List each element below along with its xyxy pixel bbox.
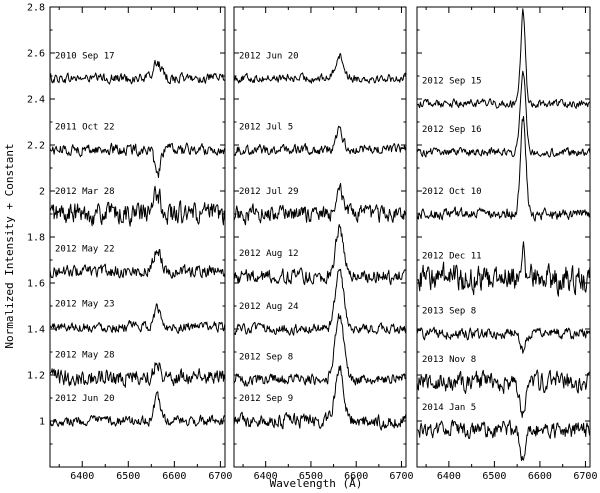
spectrum-date-label: 2012 Jul 5 [239,123,293,133]
x-tick-label: 6400 [254,471,278,482]
x-tick-label: 6700 [208,471,232,482]
spectrum-date-label: 2012 Jun 20 [55,394,115,404]
y-tick-label: 1.4 [27,325,45,336]
spectrum-line [49,185,226,227]
spectrum-line [233,125,407,156]
x-tick-label: 6700 [389,471,413,482]
spectrum-line [49,362,226,388]
spectrum-date-label: 2013 Nov 8 [422,355,476,365]
y-tick-label: 2.4 [27,95,45,106]
y-axis-label: Normalized Intensity + Constant [3,143,16,348]
spectrum-line [416,70,591,158]
spectrum-date-label: 2012 Sep 15 [422,77,482,87]
spectrum-date-label: 2012 Jun 20 [239,51,299,61]
spectrum-line [416,326,591,354]
panels-layer: 6400 6500 6600 6700 1 1.2 1.4 1.6 1.8 2 2.2 2.4 2.6 2… [27,3,598,483]
x-tick-label: 6600 [528,471,552,482]
spectrum-date-label: 2012 Aug 24 [239,302,299,312]
spectrum-date-label: 2010 Sep 17 [55,51,115,61]
panel-2: 6400 6500 6600 6700 2012 Jun 20 2012 Jul 5 201… [233,6,414,482]
x-tick-label: 6600 [162,471,186,482]
y-tick-label: 2.8 [27,3,45,14]
x-tick-label: 6500 [299,471,323,482]
spectrum-line [416,369,591,418]
spectrum-date-label: 2012 May 22 [55,245,115,255]
spectrum-date-label: 2012 Dec 11 [422,251,482,261]
panel-1: 6400 6500 6600 6700 1 1.2 1.4 1.6 1.8 2 2.2 2.4 2.6 2… [27,3,233,483]
spectrum-line [49,142,226,178]
y-tick-label: 2.6 [27,49,45,60]
x-tick-label: 6400 [437,471,461,482]
y-tick-label: 2 [39,187,45,198]
spectrum-line [416,419,591,462]
spectrum-date-label: 2013 Sep 8 [422,307,476,317]
y-tick-label: 1.8 [27,233,45,244]
x-tick-label: 6400 [70,471,94,482]
spectrum-date-label: 2012 Jul 29 [239,187,299,197]
panel-3: 6400 6500 6600 6700 2012 Sep 15 2012 Sep 16 20… [416,6,597,482]
y-tick-label: 2.2 [27,141,45,152]
x-tick-label: 6500 [116,471,140,482]
spectrum-date-label: 2012 Aug 12 [239,249,299,259]
spectrum-line [416,116,591,222]
y-tick-label: 1 [39,417,45,428]
x-tick-label: 6600 [344,471,368,482]
spectrum-line [233,224,407,286]
spectrum-line [49,248,226,279]
y-tick-label: 1.6 [27,279,45,290]
spectrum-date-label: 2012 Sep 9 [239,394,293,404]
y-tick-label: 1.2 [27,371,45,382]
spectrum-date-label: 2012 May 23 [55,300,115,310]
spectrum-line [49,303,226,334]
spectrum-line [233,365,407,431]
spectrum-line [416,8,591,109]
spectrum-date-label: 2012 Oct 10 [422,187,482,197]
spectrum-line [416,241,591,297]
spectrum-line [49,59,226,85]
spectrum-line [233,268,407,336]
spectrum-date-label: 2012 Sep 16 [422,125,482,135]
spectrum-date-label: 2012 May 28 [55,350,115,360]
x-tick-label: 6700 [573,471,597,482]
x-tick-label: 6500 [482,471,506,482]
spectrum-line [233,53,407,84]
spectrum-date-label: 2011 Oct 22 [55,123,115,133]
spectrum-line [233,182,407,226]
x-axis-label: Wavelength (Å) [270,477,363,490]
spectrum-date-label: 2014 Jan 5 [422,403,476,413]
spectrum-date-label: 2012 Mar 28 [55,187,115,197]
spectrum-line [49,391,226,427]
spectrum-line [233,313,406,387]
spectrum-date-label: 2012 Sep 8 [239,353,293,363]
